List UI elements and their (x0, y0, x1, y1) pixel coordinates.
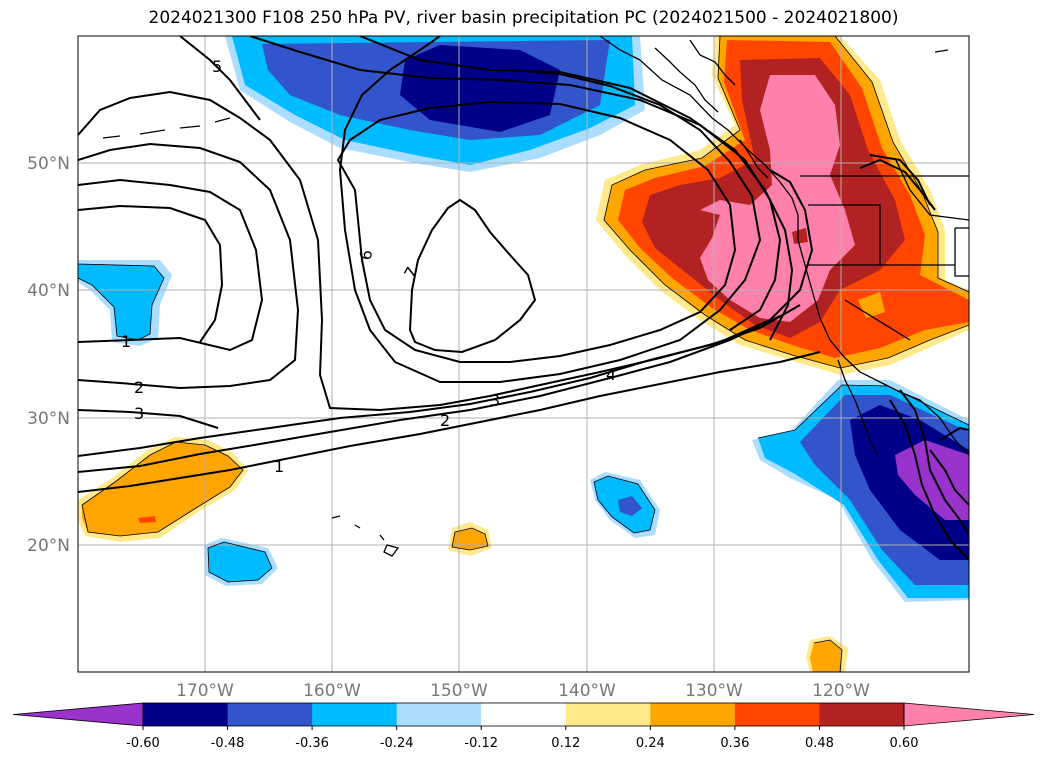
colorbar-swatch (481, 703, 567, 726)
lon-label: 150°W (430, 681, 488, 701)
lon-label: 120°W (812, 681, 870, 701)
colorbar: -0.60 -0.48 -0.36 -0.24 -0.12 0.12 0.24 0.36 0.4… (12, 702, 1035, 751)
contour-label: 2 (134, 378, 144, 397)
pv-contour-1-west (78, 178, 264, 352)
pv-contour-southeast-3 (929, 449, 969, 506)
pv-contour-inner-7 (408, 198, 537, 354)
pv-contour-1-west-b (78, 204, 224, 343)
pv-contour-3-south (78, 315, 781, 473)
colorbar-tick-label: 0.60 (890, 736, 919, 751)
pv-contour-outer-north (78, 90, 814, 412)
pv-contours (78, 36, 969, 561)
contour-label: 1 (121, 332, 131, 351)
pv-contour-7 (336, 100, 737, 363)
map-frame (77, 35, 970, 673)
positive-anomaly-central-pacific (78, 437, 848, 672)
colorbar-tick-label: -0.24 (380, 736, 414, 751)
contour-label: 4 (606, 365, 616, 384)
colorbar-swatch (650, 703, 736, 726)
longitude-labels: 170°W 160°W 150°W 140°W 130°W 120°W (176, 681, 870, 701)
colorbar-tick-label: -0.60 (126, 736, 160, 751)
contour-label: 5 (212, 57, 222, 76)
pv-contour-1 (78, 351, 821, 493)
colorbar-swatch (565, 703, 651, 726)
colorbar-extend-min (12, 702, 144, 727)
positive-anomaly-west-coast (596, 36, 969, 375)
pv-contour-north-jet (249, 36, 782, 331)
pv-contour-5 (179, 36, 261, 121)
lat-label: 40°N (27, 281, 70, 301)
lat-label: 20°N (27, 536, 70, 556)
negative-anomaly-south (204, 472, 660, 586)
colorbar-swatches (12, 702, 1035, 727)
contour-label: 6 (356, 248, 376, 261)
colorbar-swatch (396, 703, 482, 726)
colorbar-tick-label: 0.36 (720, 736, 749, 751)
lon-label: 140°W (558, 681, 616, 701)
pv-contour-southeast-2 (889, 399, 969, 561)
contour-label: 3 (134, 404, 144, 423)
colorbar-tick-label: -0.48 (211, 736, 245, 751)
lon-label: 130°W (685, 681, 743, 701)
map-title: 2024021300 F108 250 hPa PV, river basin … (148, 8, 899, 28)
pv-contour-3 (78, 409, 219, 429)
pv-contour-southeast-1 (899, 389, 969, 536)
colorbar-swatch (227, 703, 313, 726)
contour-label: 1 (274, 457, 284, 476)
negative-anomaly-southeast (752, 380, 969, 602)
pv-contour-southeast-4 (939, 426, 969, 441)
negative-anomaly-west (78, 260, 172, 346)
contour-label: 7 (400, 264, 422, 282)
colorbar-swatch (312, 703, 398, 726)
precip-shading (78, 36, 969, 672)
colorbar-swatch (819, 703, 905, 726)
colorbar-swatch (734, 703, 820, 726)
pv-contour-east-1 (869, 154, 931, 206)
colorbar-tick-label: 0.24 (636, 736, 665, 751)
pv-contour-6 (338, 36, 762, 383)
colorbar-extend-max (903, 702, 1035, 727)
contour-label: 2 (440, 411, 450, 430)
negative-anomaly-gulf-alaska (225, 36, 645, 172)
colorbar-tick-label: -0.12 (464, 736, 498, 751)
colorbar-frame (142, 702, 905, 727)
colorbar-tick-label: 0.48 (805, 736, 834, 751)
colorbar-tick-label: -0.36 (295, 736, 329, 751)
colorbar-tick-label: 0.12 (551, 736, 580, 751)
lon-label: 160°W (303, 681, 361, 701)
lat-label: 50°N (27, 154, 70, 174)
lat-label: 30°N (27, 409, 70, 429)
latitude-labels: 50°N 40°N 30°N 20°N (27, 154, 70, 556)
pv-contour-2 (78, 142, 300, 390)
contour-label: 3 (490, 391, 500, 410)
pv-contour-trough (359, 36, 794, 341)
colorbar-swatch (143, 703, 229, 726)
colorbar-ticks: -0.60 -0.48 -0.36 -0.24 -0.12 0.12 0.24 0.36 0.4… (126, 726, 918, 751)
pv-contour-east-2 (859, 158, 936, 211)
lon-label: 170°W (176, 681, 234, 701)
